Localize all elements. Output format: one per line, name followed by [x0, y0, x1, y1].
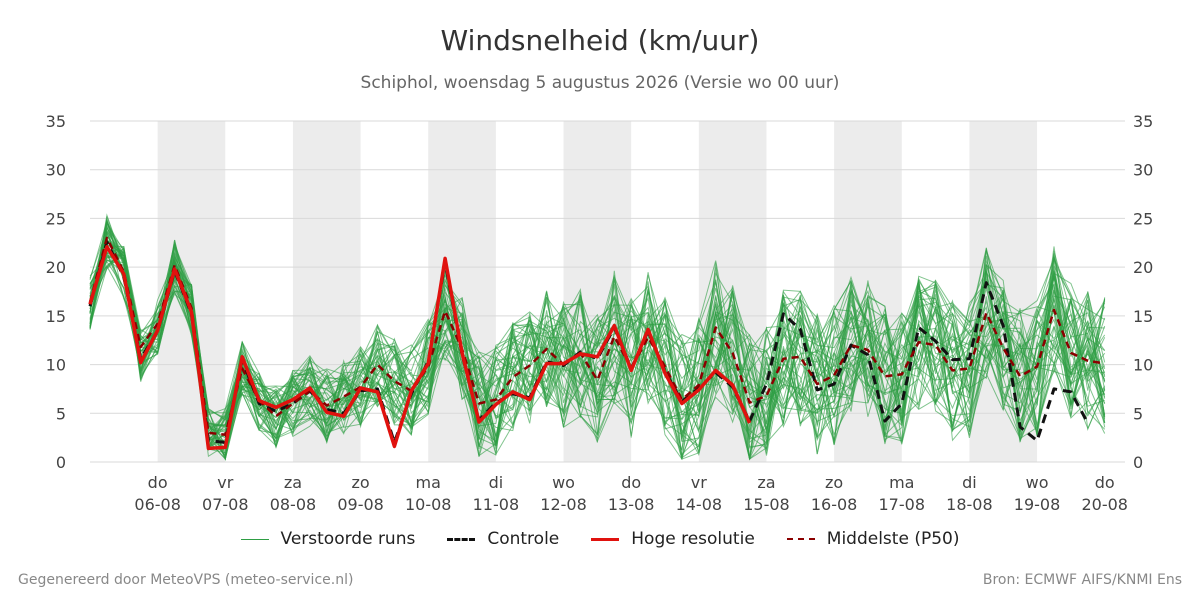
y-tick-label-left: 35	[46, 112, 66, 131]
x-tick-date-label: 10-08	[405, 495, 452, 514]
chart-legend: Verstoorde runs Controle Hoge resolutie …	[0, 529, 1200, 549]
ensemble-member-line	[89, 218, 1106, 448]
legend-item-hires[interactable]: Hoge resolutie	[591, 529, 755, 549]
ensemble-member-line	[89, 250, 1106, 460]
legend-swatch-hires	[591, 537, 620, 541]
legend-label-perturbed: Verstoorde runs	[280, 529, 416, 549]
legend-item-median[interactable]: Middelste (P50)	[786, 529, 960, 549]
legend-item-control[interactable]: Controle	[447, 529, 559, 549]
x-tick-date-label: 06-08	[134, 495, 181, 514]
y-tick-label-right: 10	[1133, 356, 1153, 375]
wind-speed-chart: 0 0 5 5 10 10 15 15 20 20 25 25 30 30 35 35 do 06-08 vr 07-…	[46, 112, 1154, 514]
x-tick-day-label: do	[148, 473, 168, 492]
ensemble-member-line	[89, 238, 1106, 450]
footer-source: Bron: ECMWF AIFS/KNMI Ens	[982, 572, 1182, 588]
y-tick-label-left: 20	[46, 258, 66, 277]
x-tick-day-label: zo	[825, 473, 843, 492]
y-tick-label-right: 30	[1133, 161, 1153, 180]
ensemble-member-line	[89, 258, 1106, 460]
legend-swatch-control	[447, 537, 476, 541]
x-tick-day-label: za	[284, 473, 302, 492]
x-tick-date-label: 19-08	[1014, 495, 1061, 514]
x-tick-day-label: wo	[552, 473, 575, 492]
legend-label-median: Middelste (P50)	[826, 529, 960, 549]
x-tick-day-label: do	[621, 473, 641, 492]
legend-label-control: Controle	[487, 529, 560, 549]
ensemble-member-line	[89, 260, 1106, 447]
y-tick-label-right: 25	[1133, 209, 1153, 228]
x-tick-date-label: 13-08	[608, 495, 655, 514]
legend-item-perturbed[interactable]: Verstoorde runs	[240, 529, 416, 549]
x-tick-date-label: 08-08	[270, 495, 317, 514]
x-tick-day-label: vr	[691, 473, 707, 492]
ensemble-member-line	[89, 224, 1105, 450]
x-tick-date-label: 15-08	[743, 495, 790, 514]
x-tick-day-label: wo	[1026, 473, 1049, 492]
x-tick-day-label: ma	[416, 473, 441, 492]
y-tick-label-right: 35	[1133, 112, 1153, 131]
y-tick-label-left: 10	[46, 356, 66, 375]
x-tick-date-label: 11-08	[473, 495, 520, 514]
x-tick-date-label: 16-08	[811, 495, 858, 514]
x-tick-date-label: 14-08	[676, 495, 723, 514]
chart-title: Windsnelheid (km/uur)	[440, 24, 760, 57]
legend-swatch-median	[786, 538, 815, 540]
x-tick-day-label: vr	[217, 473, 233, 492]
ensemble-member-line	[89, 241, 1106, 446]
ensemble-member-line	[89, 251, 1106, 461]
legend-swatch-perturbed	[240, 538, 269, 540]
y-tick-label-right: 20	[1133, 258, 1153, 277]
y-tick-label-left: 15	[46, 307, 66, 326]
ensemble-member-line	[89, 247, 1106, 456]
x-tick-date-label: 20-08	[1081, 495, 1128, 514]
ensemble-member-line	[89, 246, 1106, 458]
y-tick-label-left: 0	[56, 453, 66, 472]
y-tick-label-left: 25	[46, 209, 66, 228]
legend-label-hires: Hoge resolutie	[631, 529, 755, 549]
x-tick-date-label: 17-08	[879, 495, 926, 514]
y-tick-label-right: 5	[1133, 404, 1143, 423]
y-tick-label-right: 0	[1133, 453, 1143, 472]
y-tick-label-right: 15	[1133, 307, 1153, 326]
y-tick-label-left: 30	[46, 161, 66, 180]
x-tick-date-label: 07-08	[202, 495, 249, 514]
x-tick-date-label: 12-08	[540, 495, 587, 514]
x-tick-date-label: 09-08	[337, 495, 384, 514]
x-tick-day-label: za	[757, 473, 775, 492]
chart-subtitle: Schiphol, woensdag 5 augustus 2026 (Vers…	[360, 73, 840, 93]
x-tick-day-label: zo	[351, 473, 369, 492]
x-tick-day-label: di	[489, 473, 504, 492]
x-tick-date-label: 18-08	[946, 495, 993, 514]
x-tick-day-label: di	[962, 473, 977, 492]
x-tick-day-label: do	[1095, 473, 1115, 492]
x-tick-day-label: ma	[889, 473, 914, 492]
footer-credit: Gegenereerd door MeteoVPS (meteo-service…	[18, 572, 354, 588]
series-line-hires	[88, 244, 752, 451]
y-tick-label-left: 5	[56, 404, 66, 423]
